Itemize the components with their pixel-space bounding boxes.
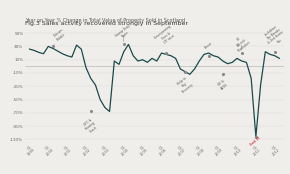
Text: GE
&Brexit
Resolution: GE &Brexit Resolution xyxy=(231,33,252,52)
Text: Help to
Buy
Recovery: Help to Buy Recovery xyxy=(176,72,195,94)
Text: Conveyancing
Fees &
LTT Intro: Conveyancing Fees & LTT Intro xyxy=(154,24,179,53)
Text: Covid-19: Covid-19 xyxy=(249,135,262,146)
Text: GE &
ADSS: GE & ADSS xyxy=(217,74,229,91)
Text: Brexit: Brexit xyxy=(204,41,213,56)
Text: GFC &
Housing
Crash: GFC & Housing Crash xyxy=(82,112,99,135)
Text: Dotcom
Bubble: Dotcom Bubble xyxy=(53,27,67,46)
Text: Year on Year % Change in Total Value of Property Sold in Scotland: Year on Year % Change in Total Value of … xyxy=(25,18,185,23)
Text: Lockdown
Tax Breaks
& 2nd Home
Tax: Lockdown Tax Breaks & 2nd Home Tax xyxy=(262,23,288,52)
Text: Fig.3 Sales actvity recovered strongly in September: Fig.3 Sales actvity recovered strongly i… xyxy=(25,21,188,26)
Text: Stamp Duty
Taper: Stamp Duty Taper xyxy=(114,24,133,42)
